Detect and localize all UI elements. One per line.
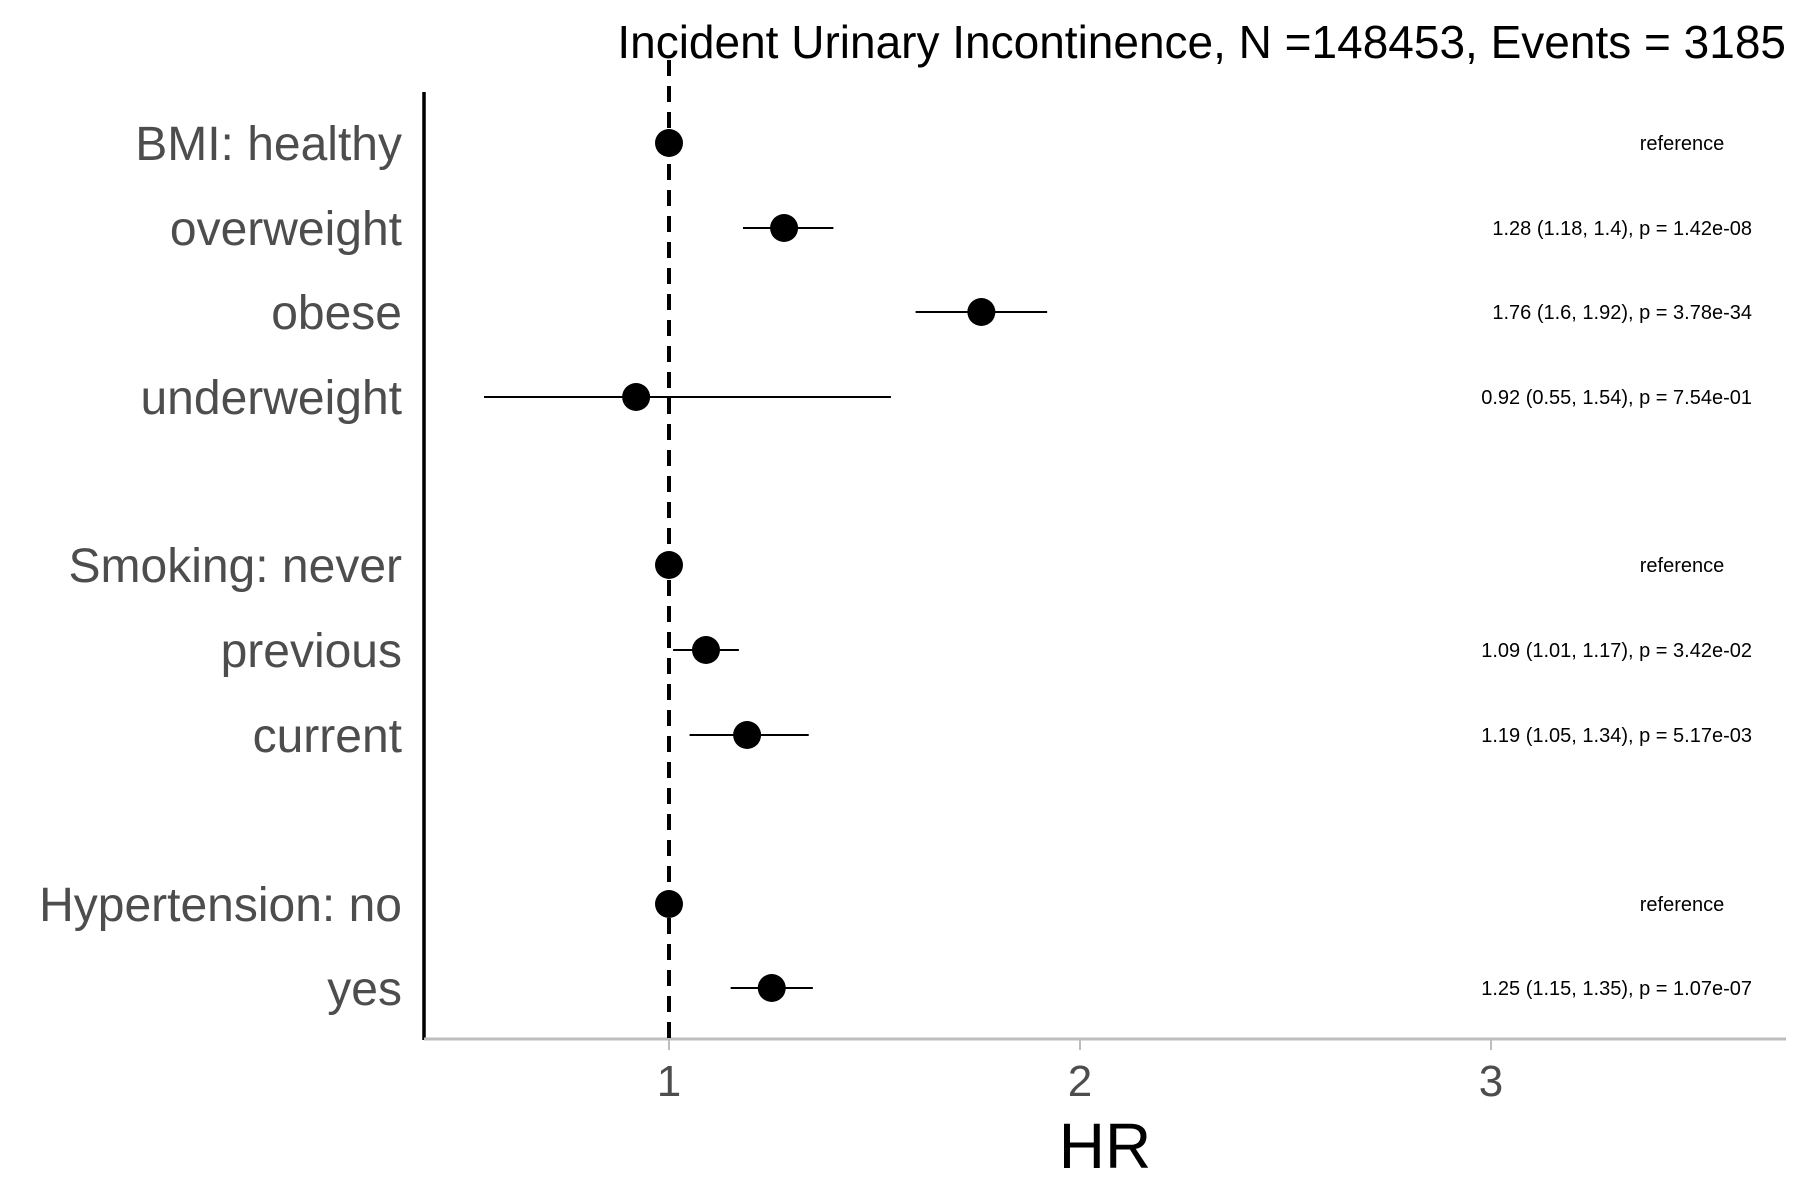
row-annotation: reference bbox=[1640, 894, 1725, 916]
forest-row: Hypertension: no reference bbox=[39, 879, 1724, 932]
row-label: obese bbox=[271, 287, 402, 340]
forest-row: overweight 1.28 (1.18, 1.4), p = 1.42e-08 bbox=[170, 203, 1752, 256]
row-annotation: 1.19 (1.05, 1.34), p = 5.17e-03 bbox=[1481, 725, 1752, 747]
hr-point bbox=[622, 383, 651, 411]
hr-point bbox=[691, 636, 720, 664]
hr-point bbox=[770, 214, 799, 242]
hr-point bbox=[655, 129, 683, 157]
row-label: Hypertension: no bbox=[39, 879, 402, 932]
forest-rows: BMI: healthy reference overweight 1.28 (1.1… bbox=[39, 118, 1752, 1016]
x-tick-label: 3 bbox=[1479, 1057, 1503, 1106]
x-tick-label: 2 bbox=[1068, 1057, 1092, 1106]
hr-point bbox=[757, 974, 786, 1002]
row-label: previous bbox=[221, 625, 402, 678]
forest-row: current 1.19 (1.05, 1.34), p = 5.17e-03 bbox=[253, 710, 1752, 763]
hr-point bbox=[967, 298, 996, 326]
forest-row: Smoking: never reference bbox=[69, 540, 1725, 593]
row-annotation: 1.76 (1.6, 1.92), p = 3.78e-34 bbox=[1492, 302, 1752, 324]
hr-point bbox=[655, 890, 683, 918]
chart-title: Incident Urinary Incontinence, N =148453… bbox=[617, 16, 1786, 68]
forest-row: underweight 0.92 (0.55, 1.54), p = 7.54e-… bbox=[140, 372, 1752, 425]
row-annotation: reference bbox=[1640, 555, 1725, 577]
row-label: BMI: healthy bbox=[135, 118, 402, 171]
row-label: Smoking: never bbox=[69, 540, 403, 593]
x-tick-label: 1 bbox=[657, 1057, 681, 1106]
row-annotation: 0.92 (0.55, 1.54), p = 7.54e-01 bbox=[1481, 387, 1752, 409]
forest-row: obese 1.76 (1.6, 1.92), p = 3.78e-34 bbox=[271, 287, 1752, 340]
row-label: yes bbox=[327, 963, 402, 1016]
forest-row: yes 1.25 (1.15, 1.35), p = 1.07e-07 bbox=[327, 963, 1752, 1016]
x-axis-label: HR bbox=[1059, 1110, 1151, 1182]
forest-row: previous 1.09 (1.01, 1.17), p = 3.42e-02 bbox=[221, 625, 1752, 678]
hr-point bbox=[655, 551, 683, 579]
row-label: overweight bbox=[170, 203, 402, 256]
row-annotation: 1.25 (1.15, 1.35), p = 1.07e-07 bbox=[1481, 978, 1752, 1000]
row-annotation: reference bbox=[1640, 133, 1725, 155]
x-axis-ticks: 1 2 3 bbox=[657, 1040, 1503, 1106]
row-annotation: 1.28 (1.18, 1.4), p = 1.42e-08 bbox=[1492, 218, 1752, 240]
forest-row: BMI: healthy reference bbox=[135, 118, 1724, 171]
hr-point bbox=[733, 721, 762, 749]
row-annotation: 1.09 (1.01, 1.17), p = 3.42e-02 bbox=[1481, 640, 1752, 662]
row-label: current bbox=[253, 710, 402, 763]
row-label: underweight bbox=[140, 372, 402, 425]
